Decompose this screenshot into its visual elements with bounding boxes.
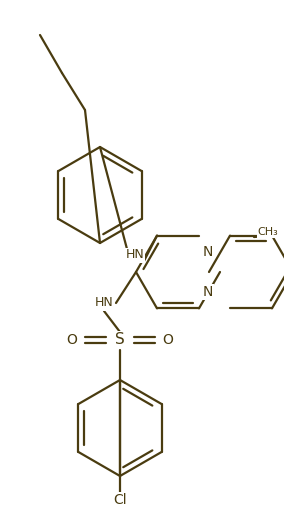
Text: HN: HN [126,249,144,261]
Text: N: N [203,285,213,299]
Text: CH₃: CH₃ [258,227,278,237]
Text: S: S [115,332,125,348]
Text: N: N [203,245,213,259]
Text: O: O [66,333,78,347]
Text: HN: HN [95,296,113,310]
Text: Cl: Cl [113,493,127,507]
Text: O: O [162,333,174,347]
